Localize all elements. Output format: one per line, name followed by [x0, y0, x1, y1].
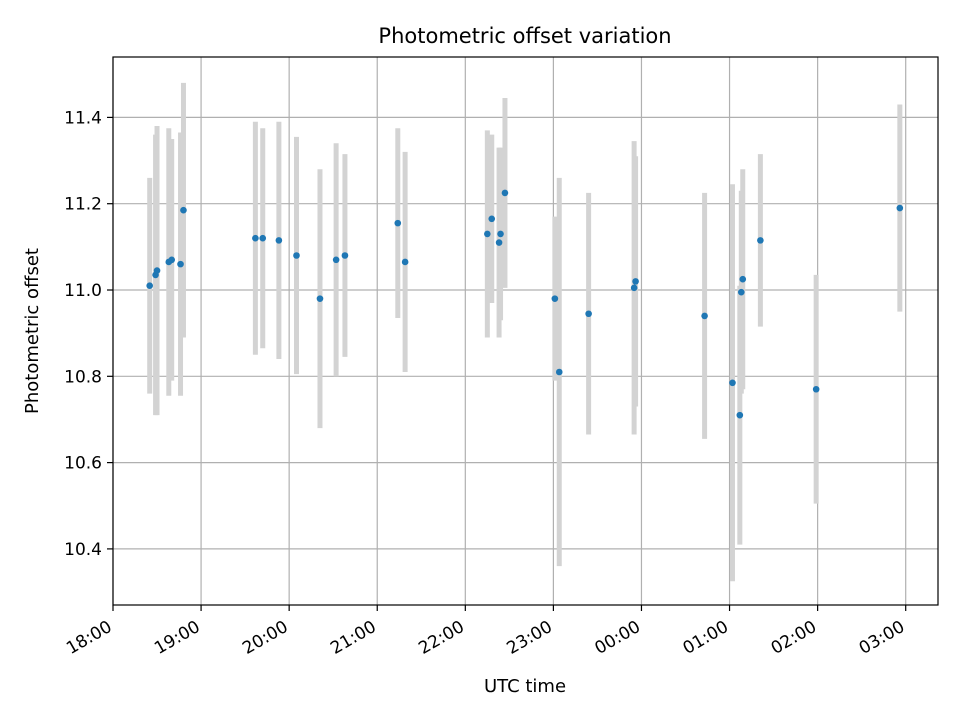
data-point: [495, 239, 503, 246]
data-point: [729, 379, 736, 387]
data-point: [177, 260, 184, 268]
y-axis-label: Photometric offset: [22, 248, 43, 414]
data-point: [168, 256, 176, 264]
y-tick-label: 11.4: [64, 108, 102, 128]
data-point: [316, 295, 324, 302]
y-tick-label: 10.6: [64, 454, 102, 474]
data-point: [180, 206, 187, 214]
point-layer: [146, 189, 904, 419]
plot-frame: [112, 56, 939, 606]
grid-layer: [112, 57, 938, 605]
data-point: [332, 256, 340, 264]
data-point: [501, 189, 509, 197]
data-point: [401, 258, 409, 266]
data-point: [812, 385, 820, 393]
data-point: [737, 288, 745, 296]
data-point: [146, 282, 153, 289]
data-point: [555, 368, 563, 376]
data-point: [632, 278, 639, 285]
data-point: [394, 219, 402, 227]
data-point: [701, 312, 708, 320]
y-axis-ticks: 10.4 10.6 10.8 11.0 11.2 11.4: [64, 108, 113, 560]
data-point: [259, 234, 267, 242]
data-point: [488, 215, 496, 223]
y-tick-label: 11.0: [64, 281, 102, 301]
y-tick-label: 11.2: [64, 195, 102, 215]
data-point: [497, 230, 504, 238]
data-point: [739, 275, 747, 283]
data-point: [736, 411, 744, 419]
chart-title: Photometric offset variation: [378, 24, 671, 48]
data-point: [484, 230, 491, 238]
y-tick-label: 10.4: [64, 540, 102, 560]
data-point: [757, 237, 764, 244]
data-point: [585, 310, 592, 318]
x-axis-label: UTC time: [484, 676, 566, 697]
data-point: [293, 252, 300, 259]
data-point: [153, 267, 161, 274]
data-point: [630, 284, 638, 292]
data-point: [896, 204, 904, 212]
data-point: [252, 234, 259, 242]
data-point: [551, 295, 559, 302]
data-point: [275, 237, 283, 244]
data-point: [341, 252, 349, 259]
y-tick-label: 10.8: [64, 367, 102, 387]
